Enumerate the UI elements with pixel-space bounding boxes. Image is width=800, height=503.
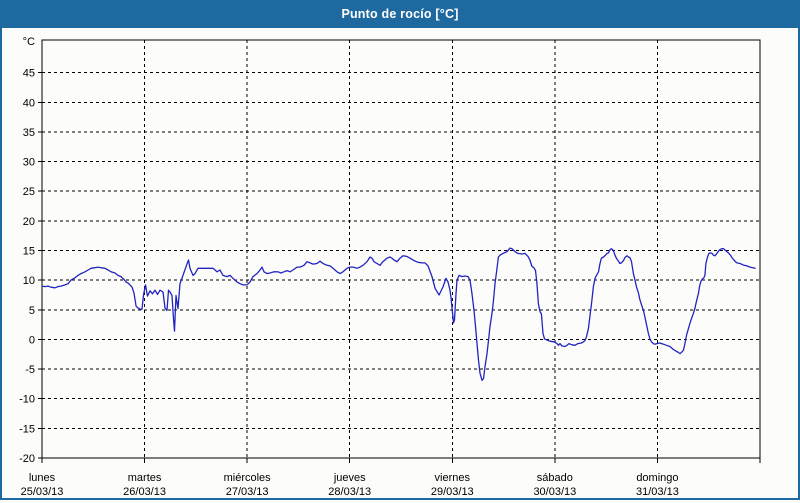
- x-tick-weekday-label: sábado: [537, 472, 573, 484]
- x-tick-weekday-label: domingo: [636, 472, 678, 484]
- x-tick-weekday-label: lunes: [29, 472, 56, 484]
- chart-area: 45 40 35 30 25 20 15 10 5 0 -5 -10 -15 -20 °C lunes 25/0…: [0, 28, 800, 498]
- y-tick-label: 25: [23, 186, 35, 198]
- y-tick-label: 45: [23, 68, 35, 80]
- x-tick-date-label: 30/03/13: [533, 486, 576, 498]
- plot-border: [41, 39, 761, 459]
- y-tick-label: -20: [19, 453, 35, 465]
- dewpoint-series-line: [41, 247, 756, 381]
- y-tick-label: 15: [23, 245, 35, 257]
- x-tick-weekday-label: jueves: [333, 472, 366, 484]
- x-tick-date-label: 31/03/13: [636, 486, 679, 498]
- chart-title-bar: Punto de rocío [°C]: [0, 0, 800, 28]
- y-tick-label: 40: [23, 97, 35, 109]
- x-tick-weekday-label: viernes: [435, 472, 471, 484]
- y-tick-label: 35: [23, 127, 35, 139]
- y-tick-label: -10: [19, 394, 35, 406]
- x-tick-date-label: 29/03/13: [431, 486, 474, 498]
- y-tick-label: 30: [23, 157, 35, 169]
- y-axis-unit-label: °C: [23, 36, 35, 48]
- y-tick-label: 10: [23, 275, 35, 287]
- x-tick-weekday-label: miércoles: [224, 472, 272, 484]
- y-tick-label: 5: [29, 305, 35, 317]
- x-tick-date-label: 26/03/13: [123, 486, 166, 498]
- y-tick-label: -15: [19, 423, 35, 435]
- x-tick-date-label: 27/03/13: [226, 486, 269, 498]
- y-tick-label: 20: [23, 216, 35, 228]
- chart-title: Punto de rocío [°C]: [341, 7, 459, 21]
- x-tick-weekday-label: martes: [128, 472, 162, 484]
- x-tick-date-label: 28/03/13: [328, 486, 371, 498]
- y-tick-label: 0: [29, 334, 35, 346]
- x-tick-date-label: 25/03/13: [21, 486, 64, 498]
- dewpoint-chart-svg: 45 40 35 30 25 20 15 10 5 0 -5 -10 -15 -20 °C lunes 25/0…: [19, 36, 761, 498]
- y-tick-label: -5: [25, 364, 35, 376]
